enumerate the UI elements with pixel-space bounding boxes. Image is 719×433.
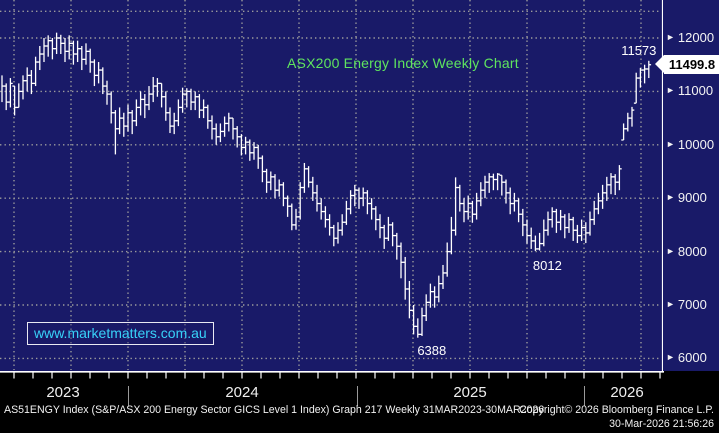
chart-title: ASX200 Energy Index Weekly Chart — [287, 55, 519, 71]
price-axis-label-10000: ► 10000 — [666, 136, 715, 152]
price-tag-pointer-icon — [655, 55, 664, 74]
copyright-text: Copyright© 2026 Bloomberg Finance L.P. — [519, 404, 714, 416]
annotation-pullback-low-value: 8012 — [532, 257, 562, 273]
year-label-2025: 2025 — [453, 384, 487, 401]
price-axis-label-9000: ► 9000 — [666, 190, 707, 206]
year-label-2026: 2026 — [610, 384, 644, 401]
price-axis-label-11000: ► 11000 — [666, 83, 714, 99]
price-axis-label-12000: ► 12000 — [666, 30, 715, 45]
last-price-value: 11499.8 — [664, 55, 719, 75]
time-axis: 2023 2024 2025 2026 AS51ENGY Index (S&P/ASX… — [0, 371, 719, 433]
chart-background — [0, 0, 719, 371]
tick-arrow-icon: ► — [666, 299, 675, 309]
price-axis-label-8000: ► 8000 — [666, 243, 707, 259]
weekly-price-bars — [1, 32, 652, 338]
last-price-tag: 11499.8 — [655, 55, 719, 75]
tick-arrow-icon: ► — [666, 32, 675, 42]
year-separator — [128, 386, 129, 406]
timestamp-text: 30-Mar-2026 21:56:26 — [609, 418, 714, 430]
price-axis-label-6000: ► 6000 — [666, 350, 707, 366]
year-label-2023: 2023 — [46, 384, 80, 401]
tick-arrow-icon: ► — [666, 352, 675, 363]
year-label-2024: 2024 — [225, 384, 259, 401]
month-ticks — [0, 371, 664, 379]
gridlines — [0, 0, 661, 370]
annotation-major-low-value: 6388 — [417, 342, 447, 358]
annotation-peak-value: 11573 — [621, 42, 657, 58]
tick-arrow-icon: ► — [666, 138, 675, 149]
year-separator — [357, 386, 358, 406]
watermark-link[interactable]: www.marketmatters.com.au — [27, 322, 214, 345]
tick-arrow-icon: ► — [666, 85, 675, 96]
index-description: AS51ENGY Index (S&P/ASX 200 Energy Secto… — [4, 404, 545, 416]
year-separator — [584, 386, 585, 406]
price-axis-label-7000: ► 7000 — [666, 297, 707, 312]
tick-arrow-icon: ► — [666, 245, 675, 256]
tick-arrow-icon: ► — [666, 192, 675, 203]
price-chart-plot[interactable] — [0, 0, 663, 371]
